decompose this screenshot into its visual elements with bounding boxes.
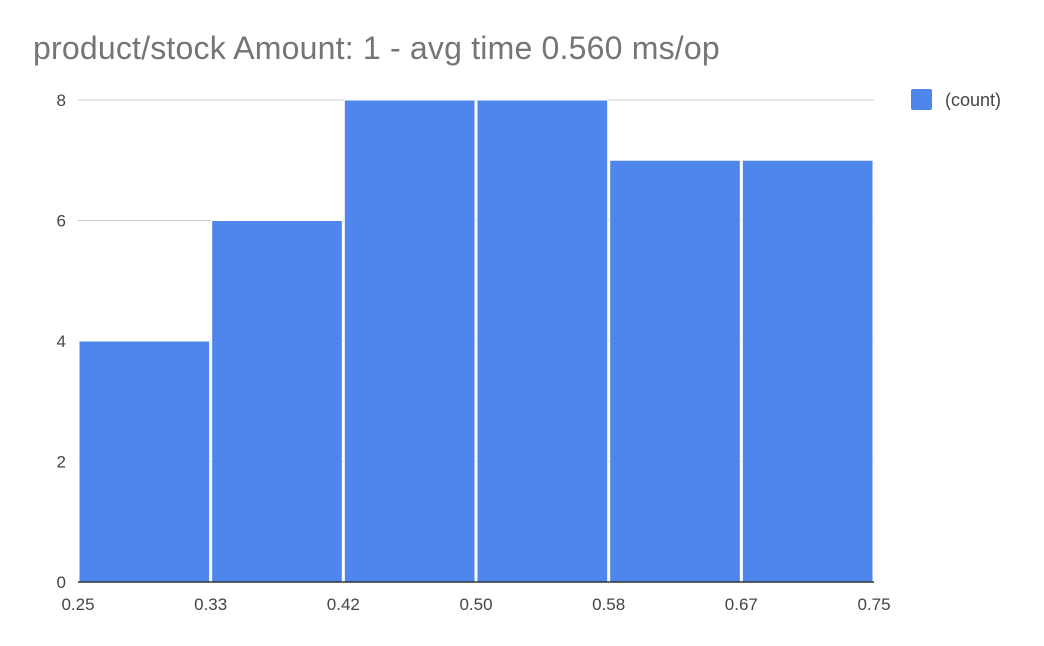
y-tick-label: 8 <box>57 91 66 110</box>
x-axis-ticks: 0.25 0.33 0.42 0.50 0.58 0.67 0.75 <box>61 595 890 614</box>
y-tick-label: 6 <box>57 212 66 231</box>
gridlines <box>78 99 874 462</box>
legend[interactable]: (count) <box>911 89 1001 110</box>
y-axis-ticks: 0 2 4 6 8 <box>57 91 66 592</box>
histogram-bar[interactable] <box>609 159 741 583</box>
bars <box>78 99 874 583</box>
x-tick-label: 0.33 <box>194 595 227 614</box>
y-tick-label: 2 <box>57 453 66 472</box>
x-tick-label: 0.67 <box>725 595 758 614</box>
histogram-bar[interactable] <box>741 159 874 583</box>
x-tick-label: 0.42 <box>327 595 360 614</box>
x-tick-label: 0.75 <box>857 595 890 614</box>
histogram-bar[interactable] <box>343 99 476 583</box>
legend-swatch <box>911 89 932 110</box>
y-tick-label: 0 <box>57 573 66 592</box>
chart-title: product/stock Amount: 1 - avg time 0.560… <box>33 30 720 66</box>
histogram-bar[interactable] <box>211 220 343 583</box>
y-tick-label: 4 <box>57 332 66 351</box>
histogram-bar[interactable] <box>78 340 211 583</box>
x-tick-label: 0.58 <box>592 595 625 614</box>
x-tick-label: 0.25 <box>61 595 94 614</box>
x-tick-label: 0.50 <box>459 595 492 614</box>
legend-label: (count) <box>945 90 1001 110</box>
histogram-bar[interactable] <box>476 99 609 583</box>
